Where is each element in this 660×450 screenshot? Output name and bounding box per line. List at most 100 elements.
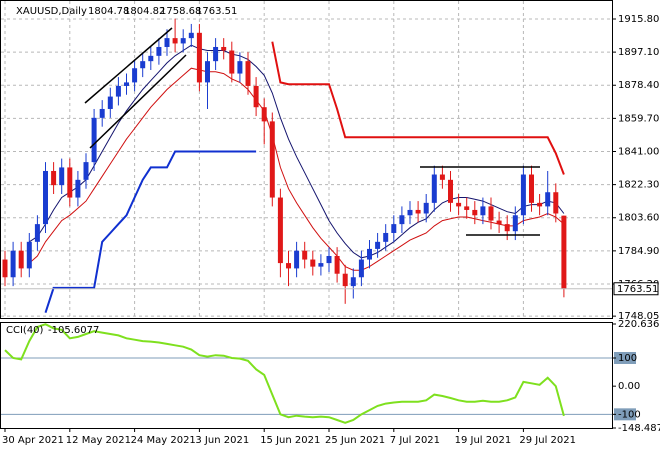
candle-body [407, 209, 413, 216]
candle-body [367, 248, 372, 260]
y-tick-label: 1859.70 [618, 113, 659, 124]
candle-body [334, 256, 340, 274]
candle-body [456, 202, 462, 207]
x-tick-label: 30 Apr 2021 [2, 435, 64, 446]
cci-value: -105.6077 [48, 325, 99, 336]
y-tick-label: 1897.10 [618, 47, 659, 58]
candle-body [286, 263, 291, 269]
candle-body [34, 224, 40, 242]
cci-title: CCI(40) [6, 325, 44, 336]
candle-body [326, 256, 332, 264]
candle-body [310, 259, 316, 267]
candle-body [196, 32, 202, 83]
candle-body [132, 68, 138, 83]
candle-body [496, 220, 502, 225]
candle-body [2, 259, 8, 278]
candle-body [253, 85, 259, 108]
x-tick-label: 29 Jul 2021 [519, 435, 576, 446]
last-price-label: 1763.51 [617, 284, 658, 295]
candle-body [439, 174, 445, 180]
y-tick-label: 1803.60 [618, 213, 659, 224]
y-tick-label: 1748.05 [618, 311, 659, 322]
candle-body [75, 179, 81, 198]
candle-body [520, 174, 526, 216]
y-tick-label: 1784.90 [618, 246, 659, 257]
candle-body [124, 82, 129, 86]
candle-body [480, 206, 486, 216]
candle-body [115, 85, 121, 97]
candle-body [213, 46, 219, 62]
candle-body [172, 38, 178, 44]
y-tick-label: 1878.40 [618, 80, 659, 91]
x-tick-label: 3 Jun 2021 [195, 435, 249, 446]
candle-body [156, 46, 162, 56]
level-box [614, 351, 636, 364]
candle-body [553, 192, 559, 214]
candle-body [180, 38, 186, 44]
candle-body [99, 108, 105, 118]
y-tick-label: 100 [618, 353, 637, 364]
candle-body [43, 170, 48, 225]
candle-body [488, 206, 494, 221]
candle-body [59, 167, 65, 186]
channel-lower [89, 54, 187, 149]
indicator-line [271, 41, 565, 175]
candle-body [140, 61, 146, 69]
candle-body [148, 55, 154, 62]
y-tick-label: 1841.00 [618, 146, 659, 157]
y-tick-label: -100 [618, 409, 641, 420]
candle-body [237, 61, 243, 74]
x-tick-label: 24 May 2021 [131, 435, 196, 446]
cci-line [4, 323, 565, 424]
x-tick-label: 12 May 2021 [66, 435, 131, 446]
ohlc-low: 1758.68 [160, 6, 201, 17]
candle-body [464, 206, 470, 210]
candle-body [164, 38, 170, 47]
candle-body [472, 209, 478, 216]
candle-body [391, 224, 397, 233]
candle-body [545, 192, 551, 207]
level-box [614, 408, 636, 421]
candle-body [10, 250, 16, 278]
main-frame [0, 0, 613, 319]
candle-body [51, 170, 57, 186]
candle-body [375, 241, 381, 249]
candle-body [318, 263, 324, 267]
candle-body [261, 107, 267, 122]
symbol-title: XAUUSD,Daily [16, 6, 87, 17]
candle-body [537, 202, 543, 207]
candle-body [83, 162, 89, 180]
candle-body [229, 50, 235, 74]
y-tick-label: 1915.80 [618, 14, 659, 25]
ohlc-high: 1804.82 [124, 6, 165, 17]
candle-body [107, 96, 113, 109]
ohlc-close: 1763.51 [196, 6, 237, 17]
candle-body [358, 259, 364, 278]
candle-body [448, 179, 453, 203]
candle-body [431, 174, 437, 203]
candle-body [504, 224, 510, 232]
candle-body [277, 197, 283, 264]
candle-body [91, 117, 97, 163]
candle-body [67, 167, 73, 198]
last-price-box [613, 282, 659, 296]
indicator-line [44, 150, 257, 314]
ohlc-open: 1804.78 [88, 6, 129, 17]
x-tick-label: 7 Jul 2021 [390, 435, 440, 446]
y-tick-label: 1822.30 [618, 180, 659, 191]
candle-body [383, 232, 389, 242]
candle-body [561, 215, 567, 289]
y-tick-label: 0.00 [618, 381, 640, 392]
candle-body [294, 250, 300, 269]
cci-frame [0, 322, 613, 429]
candle-body [342, 273, 348, 287]
x-tick-label: 19 Jul 2021 [455, 435, 512, 446]
channel-upper [84, 27, 173, 104]
candle-body [350, 277, 356, 287]
candle-body [26, 241, 32, 269]
candle-body [399, 215, 405, 225]
candle-body [302, 250, 308, 260]
